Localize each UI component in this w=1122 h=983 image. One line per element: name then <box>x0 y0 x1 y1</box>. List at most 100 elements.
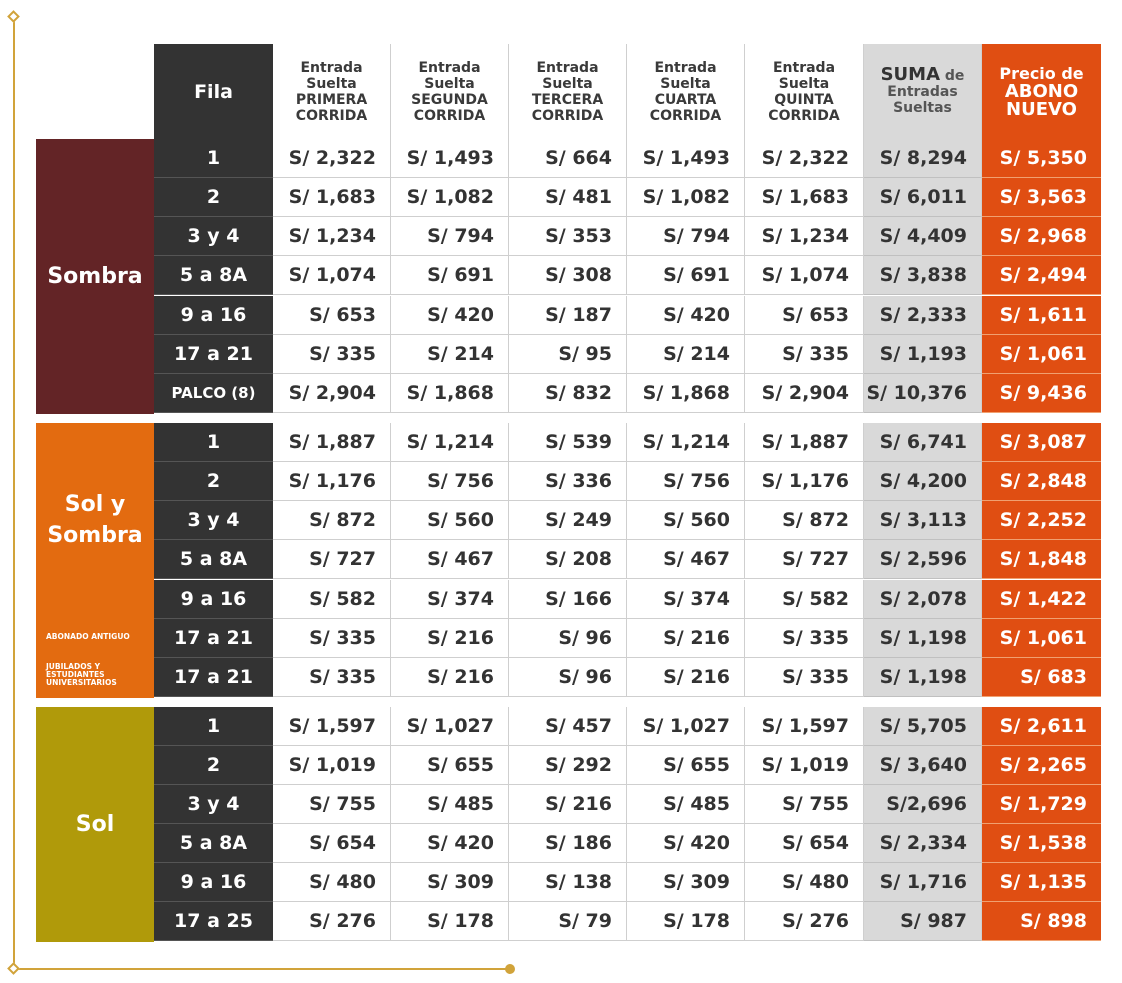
tercera-cell: S/ 832 <box>509 374 627 413</box>
suma-cell: S/ 3,113 <box>864 501 982 540</box>
table-row: 17 a 25 S/ 276 S/ 178 S/ 79 S/ 178 S/ 27… <box>154 902 1101 941</box>
precio-cell: S/ 2,265 <box>982 746 1101 785</box>
tercera-cell: S/ 249 <box>509 501 627 540</box>
tercera-cell: S/ 481 <box>509 178 627 217</box>
fila-cell: 9 a 16 <box>154 580 273 619</box>
fila-cell: 5 a 8A <box>154 824 273 863</box>
fila-cell: 2 <box>154 178 273 217</box>
quinta-cell: S/ 654 <box>745 824 864 863</box>
suma-cell: S/ 3,640 <box>864 746 982 785</box>
header-segunda-corrida: Entrada Suelta SEGUNDA CORRIDA <box>391 44 509 139</box>
primera-cell: S/ 1,683 <box>273 178 391 217</box>
segunda-cell: S/ 1,214 <box>391 423 509 462</box>
primera-cell: S/ 654 <box>273 824 391 863</box>
table-row: 5 a 8A S/ 654 S/ 420 S/ 186 S/ 420 S/ 65… <box>154 824 1101 863</box>
quinta-cell: S/ 276 <box>745 902 864 941</box>
segunda-cell: S/ 467 <box>391 540 509 579</box>
tercera-cell: S/ 138 <box>509 863 627 902</box>
segunda-cell: S/ 691 <box>391 256 509 295</box>
cuarta-cell: S/ 420 <box>627 824 745 863</box>
group-note-abonado-antiguo: ABONADO ANTIGUO <box>46 632 130 641</box>
table-row: 2 S/ 1,176 S/ 756 S/ 336 S/ 756 S/ 1,176… <box>154 462 1101 501</box>
header-suma-rest: de Entradas Sueltas <box>887 68 965 116</box>
suma-cell: S/ 10,376 <box>864 374 982 413</box>
header-precio-abono: Precio de ABONO NUEVO <box>982 44 1101 139</box>
suma-cell: S/ 2,078 <box>864 580 982 619</box>
suma-cell: S/2,696 <box>864 785 982 824</box>
tercera-cell: S/ 96 <box>509 619 627 658</box>
primera-cell: S/ 1,887 <box>273 423 391 462</box>
suma-cell: S/ 5,705 <box>864 707 982 746</box>
quinta-cell: S/ 582 <box>745 580 864 619</box>
table-row: 2 S/ 1,683 S/ 1,082 S/ 481 S/ 1,082 S/ 1… <box>154 178 1101 217</box>
precio-cell: S/ 1,848 <box>982 540 1101 579</box>
cuarta-cell: S/ 1,214 <box>627 423 745 462</box>
cuarta-cell: S/ 485 <box>627 785 745 824</box>
primera-cell: S/ 2,904 <box>273 374 391 413</box>
fila-cell: 2 <box>154 746 273 785</box>
table-row: 5 a 8A S/ 727 S/ 467 S/ 208 S/ 467 S/ 72… <box>154 540 1101 579</box>
primera-cell: S/ 335 <box>273 335 391 374</box>
segunda-cell: S/ 309 <box>391 863 509 902</box>
table-row: 9 a 16 S/ 582 S/ 374 S/ 166 S/ 374 S/ 58… <box>154 580 1101 619</box>
fila-cell: 1 <box>154 423 273 462</box>
precio-cell: S/ 2,611 <box>982 707 1101 746</box>
group-sol-y-sombra: Sol y Sombra ABONADO ANTIGUO JUBILADOS Y… <box>36 423 154 698</box>
suma-cell: S/ 1,198 <box>864 658 982 697</box>
precio-cell: S/ 3,087 <box>982 423 1101 462</box>
segunda-cell: S/ 216 <box>391 619 509 658</box>
quinta-cell: S/ 1,074 <box>745 256 864 295</box>
tercera-cell: S/ 79 <box>509 902 627 941</box>
fila-cell: 17 a 21 <box>154 658 273 697</box>
header-fila: Fila <box>154 44 273 139</box>
precio-cell: S/ 5,350 <box>982 139 1101 178</box>
precio-cell: S/ 2,252 <box>982 501 1101 540</box>
segunda-cell: S/ 216 <box>391 658 509 697</box>
primera-cell: S/ 1,074 <box>273 256 391 295</box>
header-quinta-corrida: Entrada Suelta QUINTA CORRIDA <box>745 44 864 139</box>
header-precio-top: Precio de <box>999 63 1084 83</box>
primera-cell: S/ 755 <box>273 785 391 824</box>
precio-cell: S/ 683 <box>982 658 1101 697</box>
primera-cell: S/ 276 <box>273 902 391 941</box>
segunda-cell: S/ 560 <box>391 501 509 540</box>
table-row: 3 y 4 S/ 872 S/ 560 S/ 249 S/ 560 S/ 872… <box>154 501 1101 540</box>
primera-cell: S/ 1,176 <box>273 462 391 501</box>
cuarta-cell: S/ 374 <box>627 580 745 619</box>
cuarta-cell: S/ 1,027 <box>627 707 745 746</box>
quinta-cell: S/ 727 <box>745 540 864 579</box>
cuarta-cell: S/ 178 <box>627 902 745 941</box>
segunda-cell: S/ 655 <box>391 746 509 785</box>
segunda-cell: S/ 178 <box>391 902 509 941</box>
suma-cell: S/ 1,193 <box>864 335 982 374</box>
fila-cell: PALCO (8) <box>154 374 273 413</box>
header-precio-bold: ABONO NUEVO <box>1004 80 1079 120</box>
quinta-cell: S/ 335 <box>745 619 864 658</box>
header-primera-corrida: Entrada Suelta PRIMERA CORRIDA <box>273 44 391 139</box>
suma-cell: S/ 6,741 <box>864 423 982 462</box>
fila-cell: 17 a 21 <box>154 619 273 658</box>
fila-cell: 3 y 4 <box>154 501 273 540</box>
decorative-line-horizontal <box>13 968 509 970</box>
quinta-cell: S/ 2,904 <box>745 374 864 413</box>
table-row: 9 a 16 S/ 480 S/ 309 S/ 138 S/ 309 S/ 48… <box>154 863 1101 902</box>
group-sol: Sol <box>36 707 154 942</box>
cuarta-cell: S/ 420 <box>627 296 745 335</box>
diamond-ornament-icon <box>7 962 20 975</box>
quinta-cell: S/ 1,887 <box>745 423 864 462</box>
segunda-cell: S/ 420 <box>391 824 509 863</box>
precio-cell: S/ 1,061 <box>982 335 1101 374</box>
segunda-cell: S/ 1,868 <box>391 374 509 413</box>
tercera-cell: S/ 308 <box>509 256 627 295</box>
precio-cell: S/ 898 <box>982 902 1101 941</box>
suma-cell: S/ 3,838 <box>864 256 982 295</box>
primera-cell: S/ 335 <box>273 619 391 658</box>
suma-cell: S/ 2,333 <box>864 296 982 335</box>
segunda-cell: S/ 374 <box>391 580 509 619</box>
suma-cell: S/ 1,716 <box>864 863 982 902</box>
precio-cell: S/ 1,135 <box>982 863 1101 902</box>
header-cuarta-corrida: Entrada Suelta CUARTA CORRIDA <box>627 44 745 139</box>
tercera-cell: S/ 216 <box>509 785 627 824</box>
cuarta-cell: S/ 794 <box>627 217 745 256</box>
tercera-cell: S/ 186 <box>509 824 627 863</box>
